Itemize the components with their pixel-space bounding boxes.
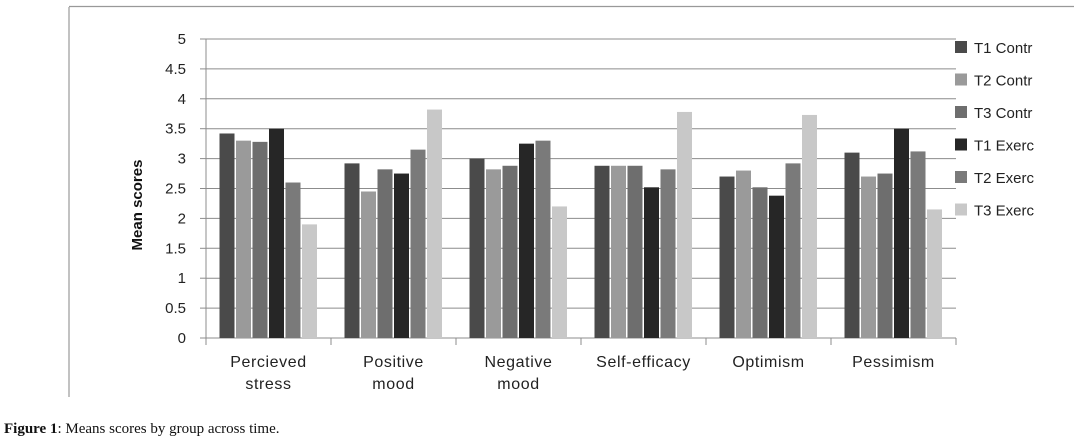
bar-t3-contr-5 bbox=[877, 173, 893, 338]
bar-t3-exerc-0 bbox=[302, 224, 317, 338]
legend-swatch bbox=[955, 41, 967, 53]
y-tick-label: 2.5 bbox=[165, 181, 186, 198]
bar-t2-exerc-2 bbox=[535, 140, 551, 338]
bar-t3-contr-3 bbox=[627, 165, 643, 338]
x-category-label: Positive bbox=[363, 354, 424, 371]
x-category-label: Negative bbox=[485, 354, 553, 371]
bars-layer bbox=[219, 109, 942, 339]
y-tick-labels: 0 0.5 1 1.5 2 2.5 3 3.5 4 4.5 5 bbox=[165, 31, 186, 347]
y-tick-label: 5 bbox=[178, 31, 186, 48]
x-category-label: Pessimism bbox=[852, 354, 935, 371]
bar-t1-contr-0 bbox=[219, 133, 235, 338]
bar-t3-exerc-4 bbox=[802, 114, 817, 338]
bar-t3-contr-1 bbox=[377, 169, 393, 338]
bar-t2-exerc-0 bbox=[285, 182, 301, 338]
bar-chart: 0 0.5 1 1.5 2 2.5 3 3.5 4 4.5 5 Percieved stress Pos… bbox=[68, 5, 1074, 397]
y-axis-label: Mean scores bbox=[129, 160, 146, 251]
figure-caption-label: Figure 1 bbox=[4, 421, 58, 437]
bar-t3-exerc-2 bbox=[552, 206, 567, 338]
y-tick-label: 1.5 bbox=[165, 240, 186, 257]
bar-t3-contr-2 bbox=[502, 165, 518, 338]
bar-t2-contr-2 bbox=[486, 169, 501, 338]
bar-t2-contr-4 bbox=[736, 170, 751, 338]
y-tick-label: 1 bbox=[178, 270, 186, 287]
legend-label: T1 Exerc bbox=[974, 138, 1035, 155]
x-category-label: mood bbox=[497, 376, 539, 393]
bar-t1-contr-2 bbox=[469, 158, 485, 338]
bar-t1-contr-1 bbox=[344, 163, 360, 338]
legend-label: T2 Contr bbox=[974, 73, 1032, 90]
legend-swatch bbox=[955, 73, 967, 86]
x-category-label: Percieved bbox=[230, 354, 307, 371]
bar-t1-exerc-4 bbox=[769, 195, 784, 338]
legend: T1 Contr T2 Contr T3 Contr T1 Exerc T2 Exerc… bbox=[955, 40, 1035, 220]
grid-layer bbox=[200, 38, 957, 345]
x-category-labels: Percieved stress Positive mood Negative mood S… bbox=[230, 354, 935, 393]
bar-t3-contr-4 bbox=[752, 187, 768, 338]
bar-t1-exerc-3 bbox=[644, 187, 659, 338]
legend-swatch bbox=[955, 171, 967, 183]
y-tick-label: 3.5 bbox=[165, 121, 186, 138]
bar-t2-contr-0 bbox=[236, 140, 251, 338]
y-tick-label: 0 bbox=[178, 330, 186, 347]
bar-t2-exerc-5 bbox=[910, 151, 926, 338]
chart-frame: 0 0.5 1 1.5 2 2.5 3 3.5 4 4.5 5 Percieved stress Pos… bbox=[68, 5, 1074, 397]
x-category-label: Self-efficacy bbox=[596, 354, 691, 371]
bar-t1-exerc-1 bbox=[394, 173, 409, 338]
bar-t3-exerc-1 bbox=[427, 109, 442, 339]
legend-label: T2 Exerc bbox=[974, 170, 1035, 187]
legend-label: T3 Contr bbox=[974, 105, 1032, 122]
legend-label: T1 Contr bbox=[974, 40, 1032, 57]
legend-swatch bbox=[955, 106, 967, 118]
bar-t1-exerc-5 bbox=[894, 128, 909, 338]
bar-t3-exerc-3 bbox=[677, 111, 692, 339]
y-tick-label: 3 bbox=[178, 151, 186, 168]
legend-swatch bbox=[955, 138, 967, 151]
bar-t2-exerc-1 bbox=[410, 149, 426, 338]
bar-t1-contr-3 bbox=[594, 165, 610, 338]
bar-t2-exerc-4 bbox=[785, 163, 801, 338]
y-tick-label: 4 bbox=[178, 91, 186, 108]
y-tick-label: 4.5 bbox=[165, 61, 186, 78]
x-category-label: Optimism bbox=[732, 354, 804, 371]
bar-t1-contr-5 bbox=[844, 152, 860, 338]
x-category-label: mood bbox=[372, 376, 414, 393]
y-tick-label: 2 bbox=[178, 210, 186, 227]
figure-caption-text: : Means scores by group across time. bbox=[57, 421, 280, 437]
bar-t1-exerc-2 bbox=[519, 143, 534, 338]
legend-label: T3 Exerc bbox=[974, 203, 1035, 220]
bar-t3-exerc-5 bbox=[927, 209, 942, 338]
bar-t2-exerc-3 bbox=[660, 169, 676, 338]
bar-t3-contr-0 bbox=[252, 141, 268, 338]
legend-swatch bbox=[955, 203, 967, 216]
bar-t2-contr-3 bbox=[611, 165, 626, 338]
bar-t1-exerc-0 bbox=[269, 128, 284, 338]
figure-caption: Figure 1: Means scores by group across t… bbox=[4, 421, 280, 438]
bar-t2-contr-1 bbox=[361, 191, 376, 338]
bar-t1-contr-4 bbox=[719, 176, 735, 338]
y-tick-label: 0.5 bbox=[165, 300, 186, 317]
bar-t2-contr-5 bbox=[861, 176, 876, 338]
x-category-label: stress bbox=[245, 376, 291, 393]
